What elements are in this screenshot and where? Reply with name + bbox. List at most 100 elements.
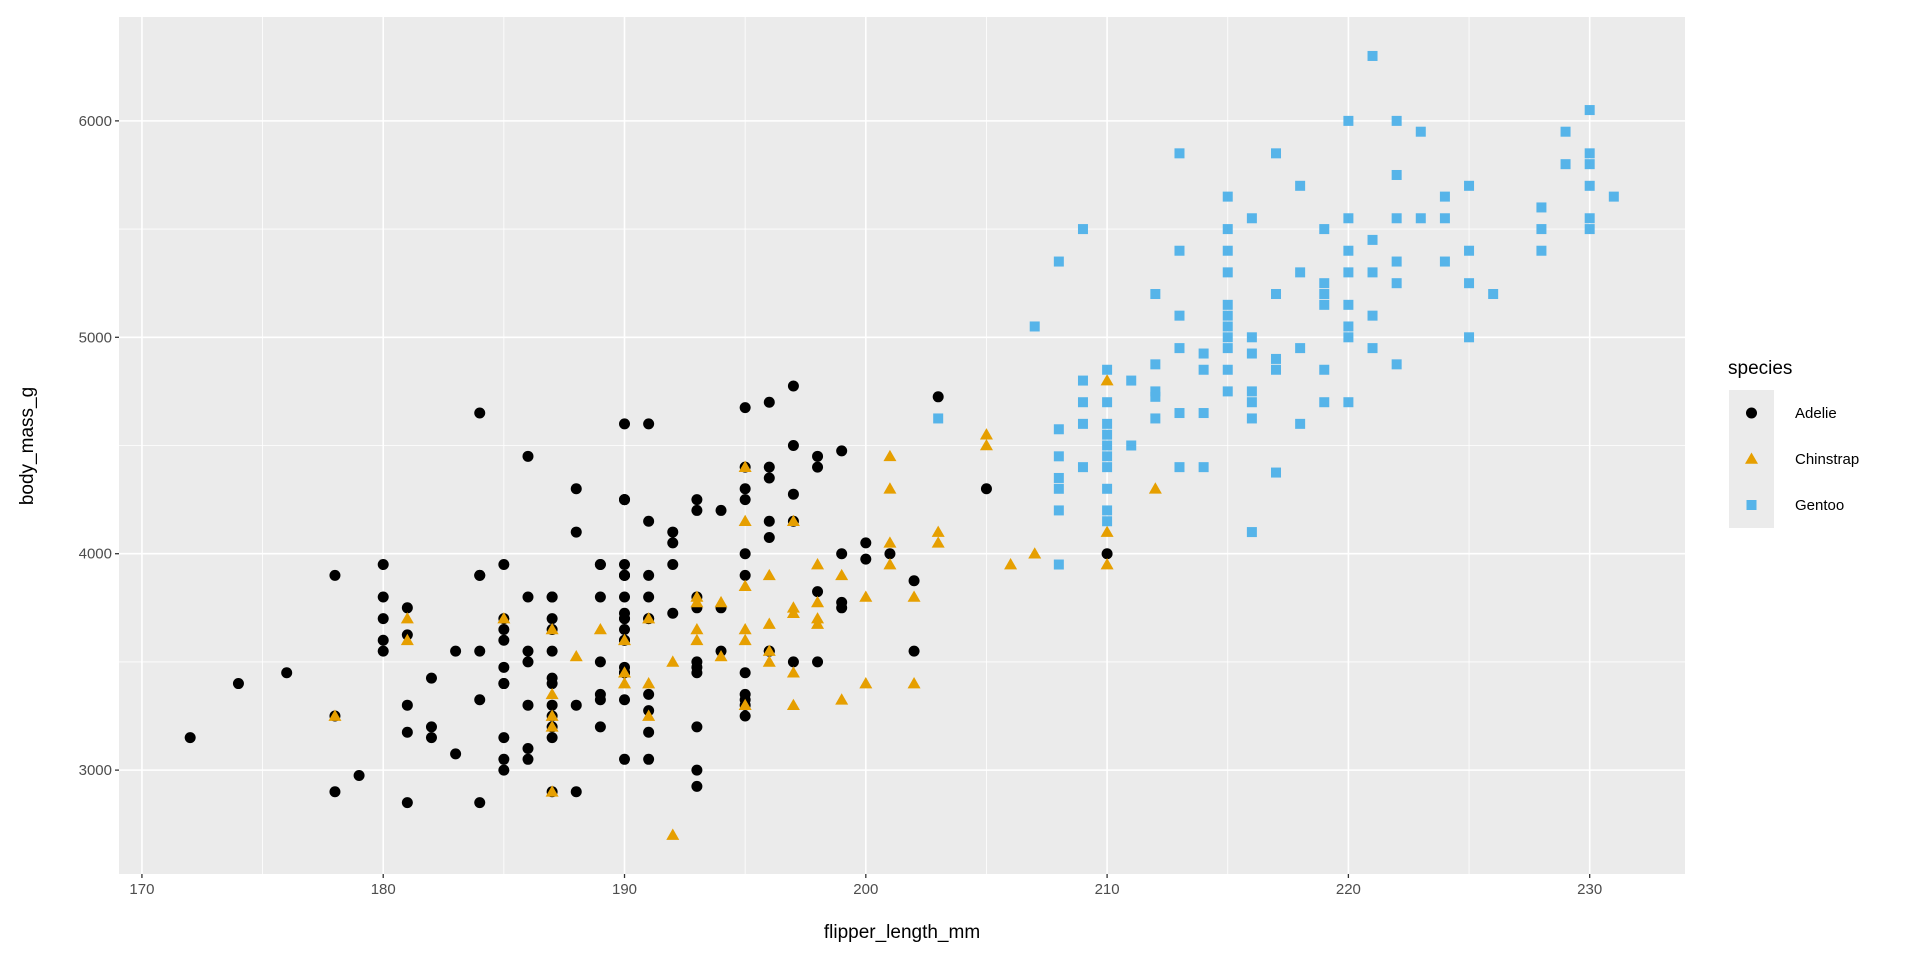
point-adelie [377,634,389,646]
point-gentoo [1102,451,1113,462]
x-tick-label: 230 [1577,881,1602,898]
point-adelie [594,721,606,733]
point-gentoo [1222,267,1233,278]
point-gentoo [1319,278,1330,289]
y-axis-title: body_mass_g [17,387,38,505]
point-adelie [619,623,631,635]
point-gentoo [1077,462,1088,473]
point-chinstrap [835,693,849,705]
x-tick-label: 190 [612,881,637,898]
point-chinstrap [690,622,704,635]
point-gentoo [1222,245,1233,256]
point-adelie [377,645,389,657]
point-adelie [908,575,920,587]
point-adelie [570,699,582,711]
legend-symbol-gentoo [1746,500,1757,510]
point-gentoo [1343,397,1354,408]
point-gentoo [1367,343,1378,354]
point-chinstrap [1100,558,1114,570]
point-adelie [522,753,534,765]
point-gentoo [1222,343,1233,354]
point-chinstrap [714,650,728,662]
point-gentoo [1102,397,1113,408]
point-chinstrap [400,633,414,646]
point-gentoo [1174,408,1185,419]
point-adelie [739,688,751,700]
point-gentoo [1608,191,1619,202]
y-axis: 3000 4000 5000 6000 [79,113,119,779]
point-adelie [522,645,534,657]
point-adelie [667,537,679,549]
point-gentoo [1391,278,1402,289]
point-chinstrap [1100,525,1114,537]
point-adelie [594,559,606,571]
point-adelie [812,461,824,473]
data-points [184,50,1619,840]
legend-symbol-chinstrap [1745,452,1758,464]
point-adelie [643,688,655,700]
y-tick-label: 5000 [79,329,112,346]
point-adelie [425,721,437,733]
point-chinstrap [738,622,752,635]
point-chinstrap [666,828,680,840]
point-chinstrap [931,525,945,537]
major-gridlines [119,17,1685,874]
point-gentoo [1343,332,1354,343]
point-gentoo [1174,245,1185,256]
point-adelie [401,602,413,614]
point-adelie [643,753,655,765]
point-gentoo [1150,386,1161,397]
legend-title: species [1728,358,1792,379]
point-chinstrap [811,595,825,608]
point-adelie [425,672,437,684]
point-adelie [763,531,775,543]
point-gentoo [1198,348,1209,359]
point-gentoo [1222,224,1233,235]
point-gentoo [1198,462,1209,473]
point-adelie [739,667,751,679]
point-gentoo [1222,299,1233,310]
point-gentoo [1415,213,1426,224]
point-adelie [474,797,486,809]
point-chinstrap [811,617,825,629]
point-adelie [619,418,631,430]
point-gentoo [1053,505,1064,516]
point-adelie [619,607,631,619]
point-gentoo [1536,245,1547,256]
point-chinstrap [883,482,897,494]
point-gentoo [1150,391,1161,402]
point-chinstrap [738,579,752,591]
point-adelie [498,732,510,744]
point-adelie [522,699,534,711]
point-adelie [643,569,655,581]
point-adelie [377,613,389,625]
x-axis-title: flipper_length_mm [824,922,980,943]
point-gentoo [1319,397,1330,408]
point-chinstrap [762,644,776,656]
point-gentoo [1126,375,1137,386]
point-adelie [980,483,992,495]
point-adelie [522,591,534,603]
minor-gridlines [119,17,1685,874]
point-chinstrap [618,666,632,678]
point-adelie [570,526,582,538]
point-adelie [522,656,534,668]
point-gentoo [1077,397,1088,408]
point-adelie [812,586,824,598]
point-gentoo [1222,386,1233,397]
x-tick-label: 210 [1095,881,1120,898]
point-adelie [594,591,606,603]
point-adelie [498,634,510,646]
point-chinstrap [400,612,414,624]
point-chinstrap [738,698,752,710]
point-adelie [546,699,558,711]
point-gentoo [1102,418,1113,429]
point-adelie [763,515,775,527]
point-chinstrap [931,536,945,548]
point-chinstrap [545,687,559,700]
point-adelie [498,764,510,776]
point-gentoo [1102,440,1113,451]
point-gentoo [1391,115,1402,126]
point-chinstrap [690,633,704,646]
